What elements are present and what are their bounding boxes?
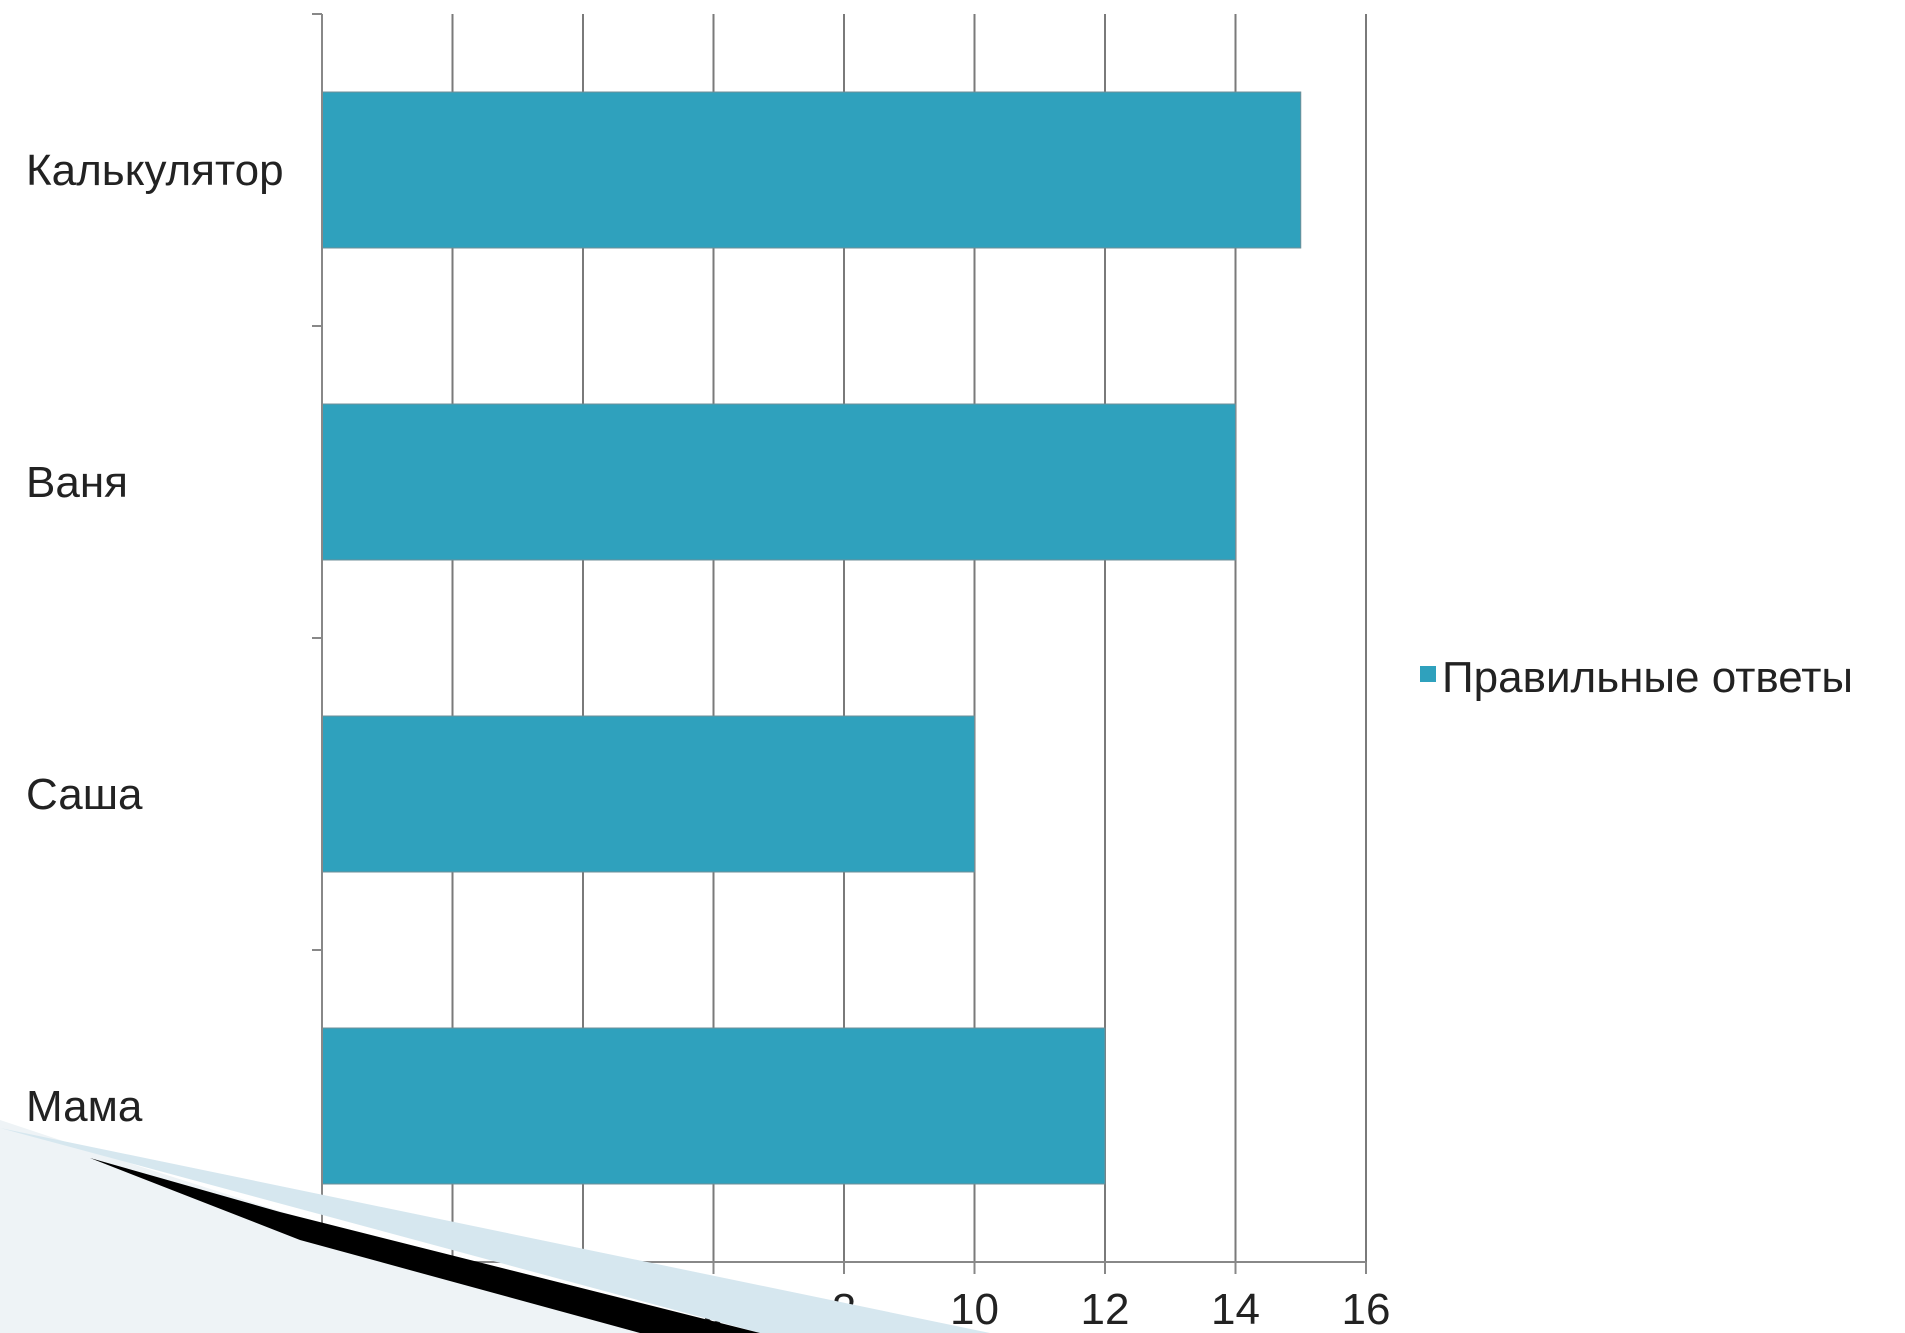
bar-3 xyxy=(321,1027,1106,1185)
category-label-2: Саша xyxy=(26,770,143,819)
legend-label-series-0: Правильные ответы xyxy=(1442,653,1853,702)
bars xyxy=(321,91,1302,1185)
bar-1 xyxy=(321,403,1236,561)
category-label-0: Калькулятор xyxy=(26,146,284,195)
decorative-corner-ribbon xyxy=(0,1120,990,1333)
legend-swatch xyxy=(1420,666,1436,682)
x-tick-label: 12 xyxy=(1081,1285,1130,1333)
category-label-3: Мама xyxy=(26,1082,143,1131)
bar-2 xyxy=(321,715,975,873)
axes xyxy=(312,13,1367,1274)
x-tick-label: 10 xyxy=(950,1285,999,1333)
bar-0 xyxy=(321,91,1302,249)
category-label-1: Ваня xyxy=(26,458,128,507)
legend: Правильные ответы xyxy=(1420,653,1853,702)
x-tick-label: 16 xyxy=(1342,1285,1391,1333)
x-tick-label: 14 xyxy=(1211,1285,1260,1333)
